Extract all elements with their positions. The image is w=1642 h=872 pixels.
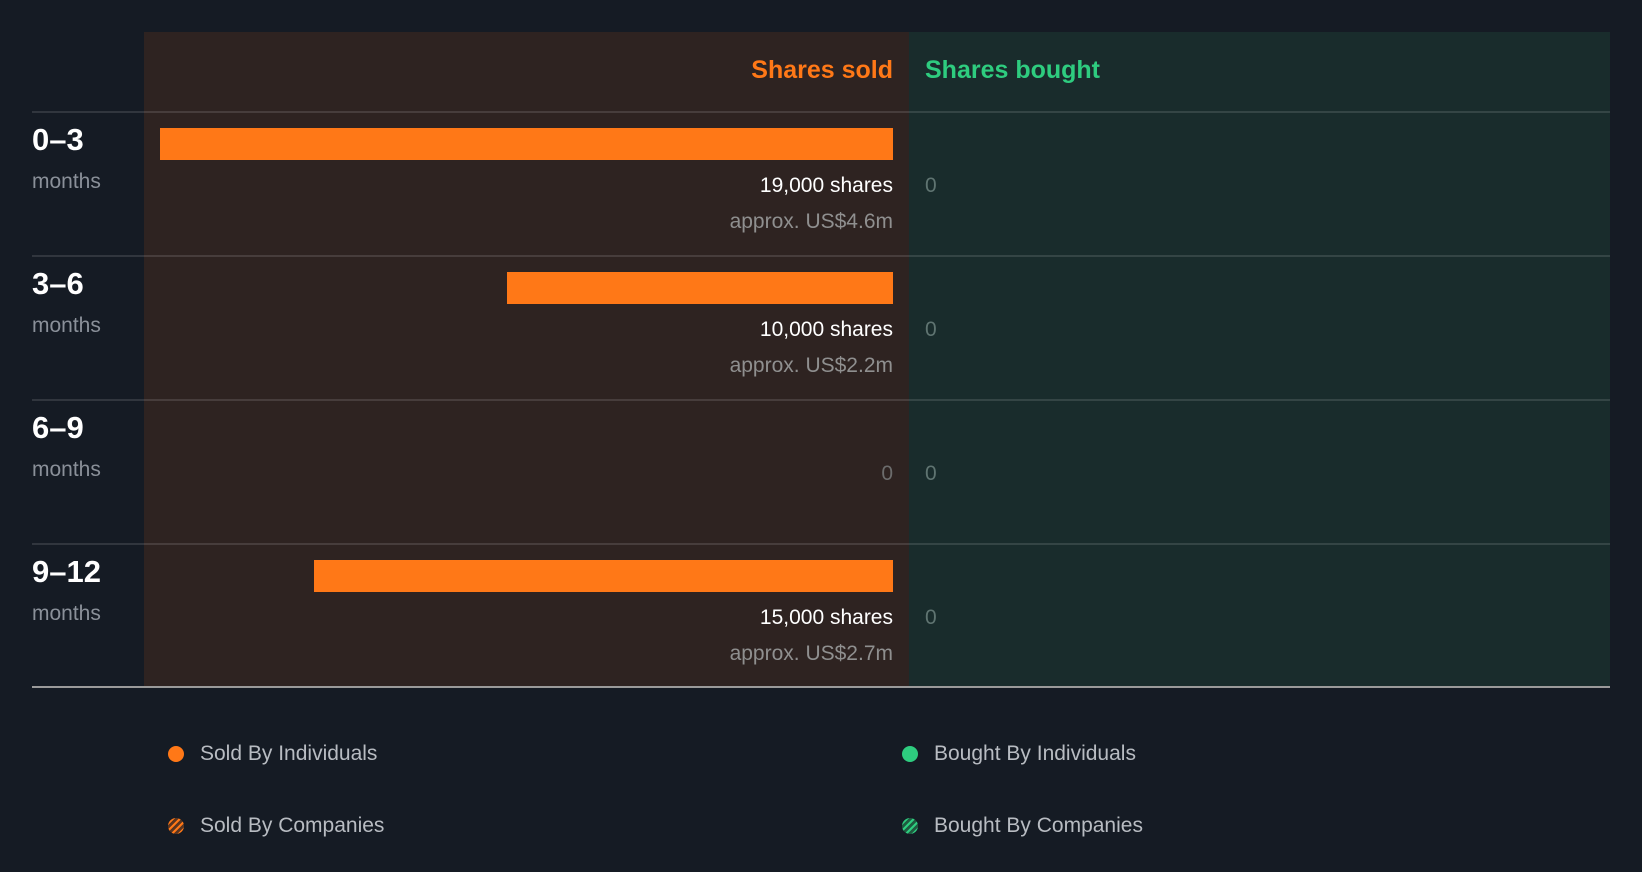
shares-bought-value: 0 — [925, 606, 937, 629]
period-unit: months — [32, 170, 101, 193]
period-label: 3–6 — [32, 266, 84, 301]
period-label: 9–12 — [32, 554, 101, 589]
legend-bought-individuals[interactable]: Bought By Individuals — [902, 742, 1136, 766]
green-striped-dot-icon — [902, 818, 918, 834]
green-dot-icon — [902, 746, 918, 762]
orange-dot-icon — [168, 746, 184, 762]
legend-sold-individuals[interactable]: Sold By Individuals — [168, 742, 377, 766]
period-unit: months — [32, 458, 101, 481]
period-unit: months — [32, 314, 101, 337]
period-row-6-9: 6–9 months 0 0 — [0, 400, 1642, 544]
period-row-9-12: 9–12 months 15,000 shares approx. US$2.7… — [0, 544, 1642, 688]
period-row-3-6: 3–6 months 10,000 shares approx. US$2.2m… — [0, 256, 1642, 400]
legend-label: Bought By Companies — [934, 814, 1143, 837]
row-divider — [32, 111, 1610, 113]
shares-bought-header: Shares bought — [925, 56, 1101, 84]
chart-baseline — [32, 686, 1610, 688]
legend-bought-companies[interactable]: Bought By Companies — [902, 814, 1143, 838]
period-label: 0–3 — [32, 122, 84, 157]
shares-sold-usd: approx. US$4.6m — [729, 210, 893, 233]
shares-bought-value: 0 — [925, 462, 937, 485]
shares-sold-value: 15,000 shares — [759, 606, 893, 629]
row-divider — [32, 543, 1610, 545]
shares-sold-usd: approx. US$2.7m — [729, 642, 893, 665]
shares-sold-value: 0 — [881, 462, 893, 485]
row-divider — [32, 255, 1610, 257]
shares-bought-value: 0 — [925, 318, 937, 341]
sold-bar[interactable] — [507, 272, 893, 304]
bought-panel — [909, 32, 1610, 687]
orange-striped-dot-icon — [168, 818, 184, 834]
period-label: 6–9 — [32, 410, 84, 445]
legend-label: Bought By Individuals — [934, 742, 1136, 765]
period-row-0-3: 0–3 months 19,000 shares approx. US$4.6m… — [0, 112, 1642, 256]
sold-bar[interactable] — [314, 560, 893, 592]
shares-sold-header: Shares sold — [751, 56, 893, 84]
shares-sold-usd: approx. US$2.2m — [729, 354, 893, 377]
shares-sold-value: 19,000 shares — [759, 174, 893, 197]
legend-label: Sold By Companies — [200, 814, 385, 837]
shares-bought-value: 0 — [925, 174, 937, 197]
row-divider — [32, 399, 1610, 401]
legend-label: Sold By Individuals — [200, 742, 378, 765]
shares-sold-value: 10,000 shares — [759, 318, 893, 341]
legend-sold-companies[interactable]: Sold By Companies — [168, 814, 384, 838]
period-unit: months — [32, 602, 101, 625]
sold-bar[interactable] — [160, 128, 893, 160]
